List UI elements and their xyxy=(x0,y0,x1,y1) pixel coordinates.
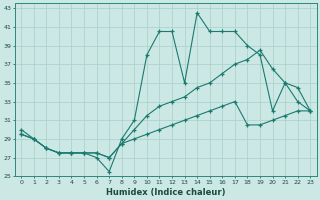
X-axis label: Humidex (Indice chaleur): Humidex (Indice chaleur) xyxy=(106,188,226,197)
